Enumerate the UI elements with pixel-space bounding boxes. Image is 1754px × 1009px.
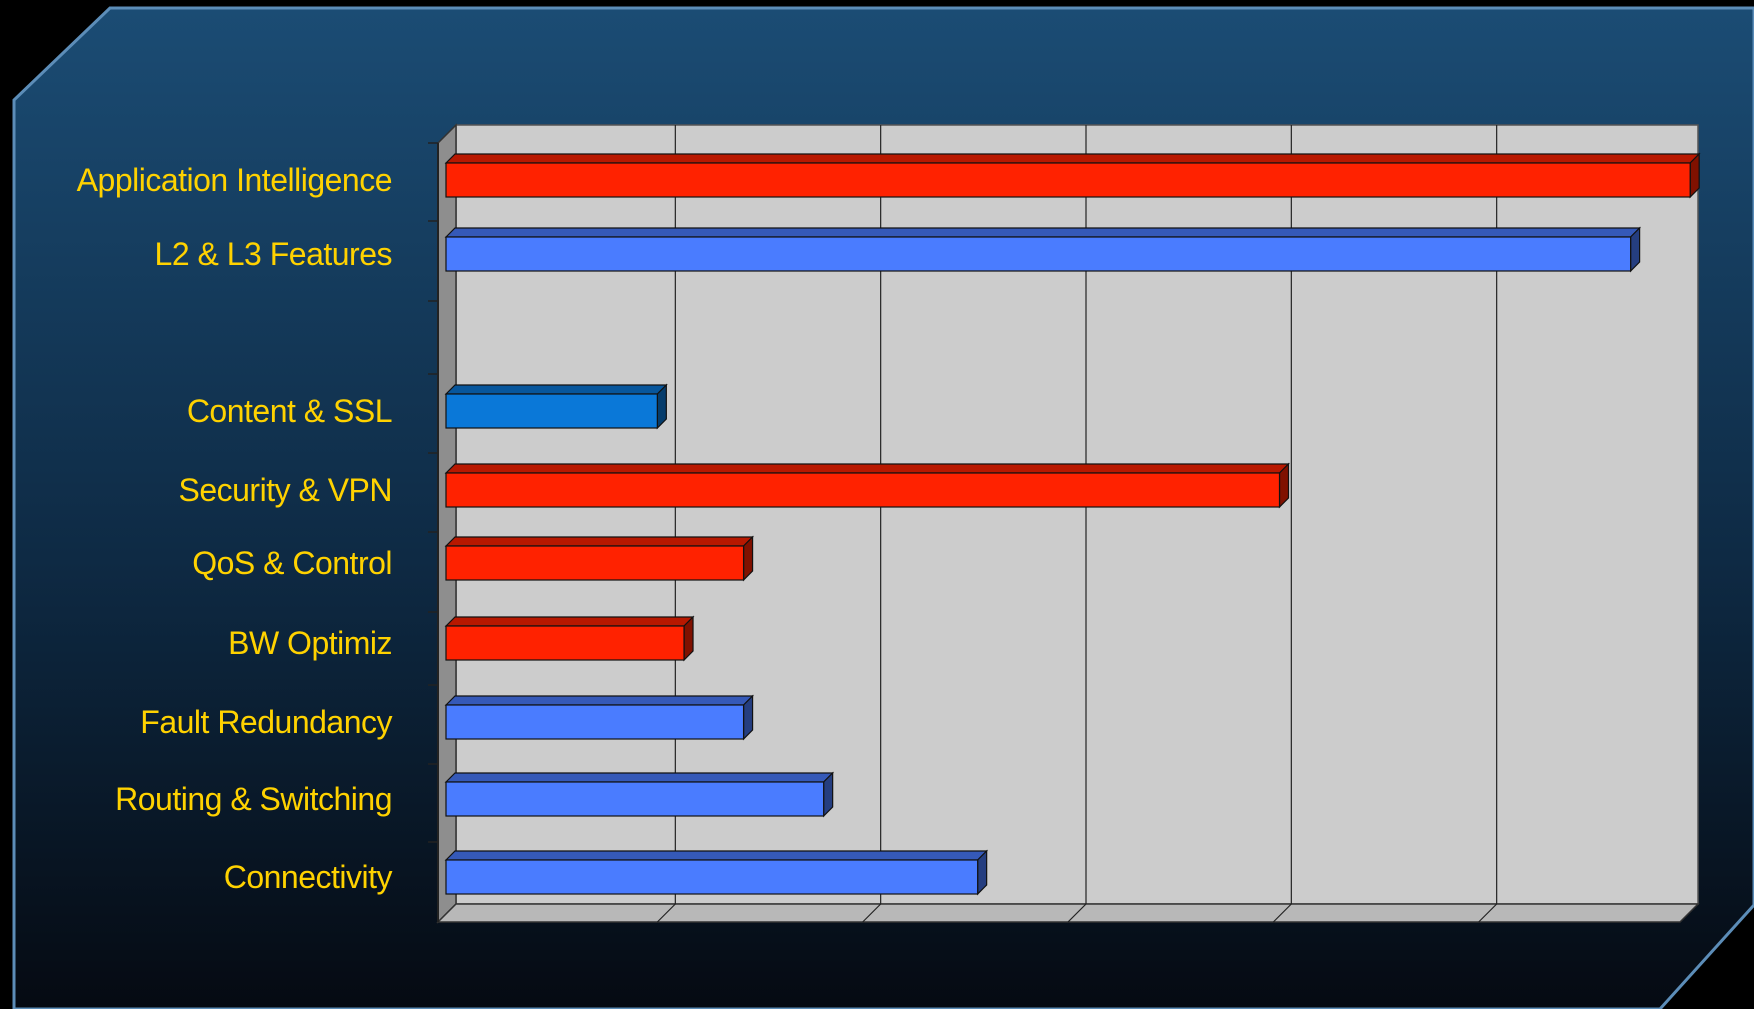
floor-gridline	[862, 903, 882, 923]
bar-front-face	[445, 545, 745, 581]
bar	[444, 615, 695, 662]
floor-gridline	[1067, 903, 1087, 923]
category-label: Security & VPN	[178, 472, 392, 508]
bar-top-face	[444, 772, 835, 783]
bar-front-face	[445, 704, 745, 740]
bar-front-face	[445, 162, 1691, 198]
bar	[444, 694, 755, 741]
category-label: BW Optimiz	[228, 625, 392, 661]
category-label: Fault Redundancy	[140, 704, 392, 740]
bar	[444, 771, 835, 818]
category-label: Connectivity	[224, 859, 393, 895]
bar-front-face	[445, 859, 979, 895]
plot-floor	[436, 903, 1700, 923]
bar-top-face	[444, 695, 755, 706]
bar-top-face	[444, 616, 695, 627]
category-label: Content & SSL	[187, 393, 392, 429]
bar-top-face	[444, 153, 1701, 164]
bar	[444, 462, 1290, 509]
bar	[444, 383, 668, 430]
category-label: Routing & Switching	[115, 781, 392, 817]
floor-gridline	[1272, 903, 1292, 923]
bar-front-face	[445, 393, 658, 429]
bar-top-face	[444, 463, 1290, 474]
category-label: L2 & L3 Features	[155, 236, 392, 272]
bar-top-face	[444, 227, 1642, 238]
bar-front-face	[445, 625, 685, 661]
bar	[444, 226, 1642, 273]
bar-top-face	[444, 384, 668, 395]
floor-gridline	[1478, 903, 1498, 923]
bar	[444, 152, 1701, 199]
bar-front-face	[445, 236, 1632, 272]
floor-gridline	[656, 903, 676, 923]
bar-top-face	[444, 850, 989, 861]
bar-front-face	[445, 472, 1281, 508]
bar-front-face	[445, 781, 825, 817]
bar-top-face	[444, 536, 755, 547]
bar	[444, 849, 989, 896]
category-label: Application Intelligence	[77, 162, 392, 198]
bar	[444, 535, 755, 582]
category-label: QoS & Control	[192, 545, 392, 581]
